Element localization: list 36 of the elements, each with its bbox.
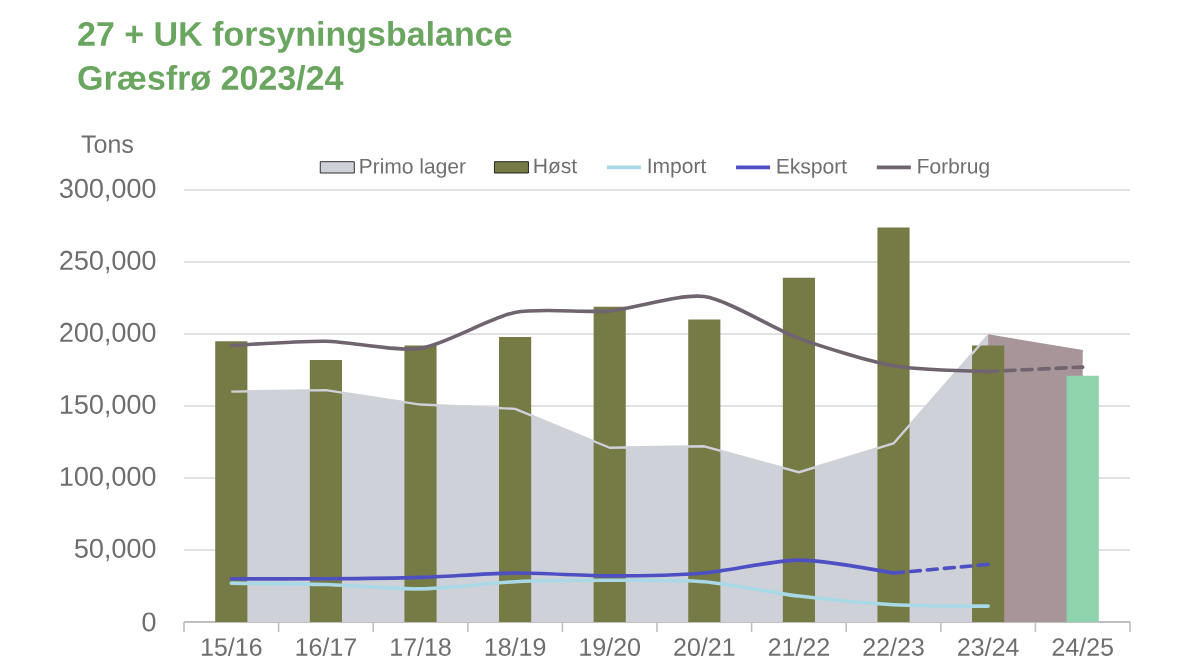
bar xyxy=(215,341,248,622)
bar xyxy=(499,336,532,622)
x-tick-label: 20/21 xyxy=(674,637,735,656)
x-tick-label: 18/19 xyxy=(485,637,546,656)
bar xyxy=(1066,375,1099,622)
bar xyxy=(877,227,910,622)
y-tick-label: 100,000 xyxy=(60,466,156,490)
chart-title: 27 + UK forsyningsbalance xyxy=(78,21,512,53)
bar xyxy=(688,319,721,622)
legend-label: Eksport xyxy=(777,158,847,178)
bar xyxy=(972,345,1005,622)
x-tick-label: 22/23 xyxy=(863,637,924,656)
legend-label: Forbrug xyxy=(918,158,989,178)
legend-label: Primo lager xyxy=(360,158,466,178)
bar xyxy=(593,306,626,622)
y-tick-label: 250,000 xyxy=(60,250,156,274)
bar xyxy=(404,345,437,622)
x-tick-label: 21/22 xyxy=(768,637,829,656)
x-tick-label: 23/24 xyxy=(958,637,1019,656)
y-tick-label: 150,000 xyxy=(60,394,156,418)
chart-subtitle: Græsfrø 2023/24 xyxy=(78,65,344,91)
line-series xyxy=(229,578,990,608)
legend-label: Import xyxy=(648,158,707,178)
x-tick-label: 24/25 xyxy=(1052,637,1113,656)
y-axis-title: Tons xyxy=(81,135,133,153)
legend-label: Høst xyxy=(534,158,578,174)
x-tick-label: 19/20 xyxy=(580,637,641,656)
y-tick-label: 200,000 xyxy=(60,322,156,346)
y-tick-label: 0 xyxy=(142,612,156,632)
y-tick-label: 50,000 xyxy=(74,538,156,562)
bar xyxy=(782,277,815,622)
x-tick-label: 16/17 xyxy=(296,637,356,656)
bar xyxy=(309,359,342,622)
x-tick-label: 15/16 xyxy=(201,637,262,656)
y-tick-label: 300,000 xyxy=(59,178,156,202)
x-tick-label: 17/18 xyxy=(391,637,451,656)
